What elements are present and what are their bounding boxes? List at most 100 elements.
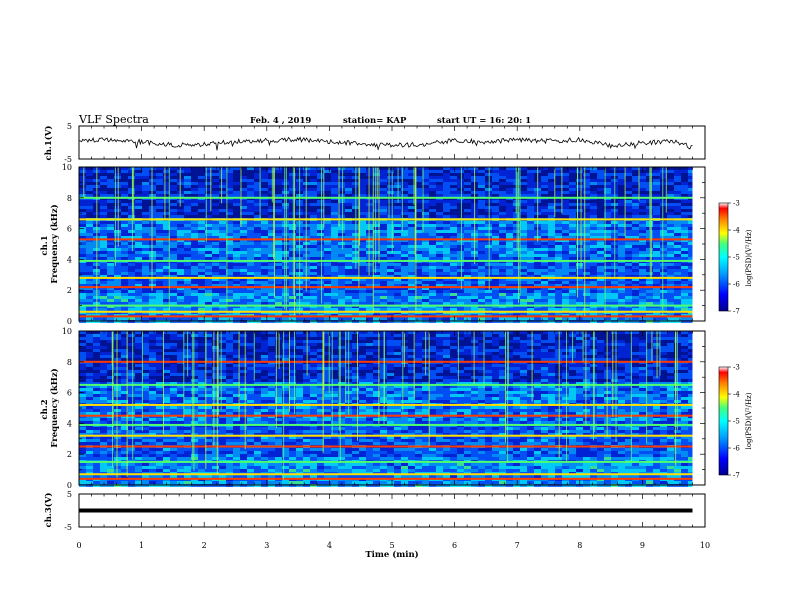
spectrum-cell <box>128 170 135 173</box>
spectrum-cell <box>170 269 177 272</box>
spectrum-cell <box>569 167 576 170</box>
spectrum-cell <box>163 185 170 188</box>
spectrum-cell <box>443 242 450 245</box>
spectrum-cell <box>247 239 254 242</box>
spectrum-cell <box>618 334 625 337</box>
spectrum-cell <box>618 176 625 179</box>
spectrum-cell <box>597 230 604 233</box>
spectrum-cell <box>590 203 597 206</box>
spectrum-cell <box>688 239 693 242</box>
spectrum-cell <box>604 302 611 305</box>
spectrum-cell <box>492 302 499 305</box>
spectrum-cell <box>520 331 527 334</box>
spectrum-cell <box>198 167 205 170</box>
spectrum-cell <box>345 254 352 257</box>
spectrum-cell <box>625 233 632 236</box>
spectrum-cell <box>387 317 394 320</box>
spectrum-cell <box>184 257 191 260</box>
spectrum-cell <box>422 176 429 179</box>
spectrum-cell <box>86 272 93 275</box>
spectrum-cell <box>310 227 317 230</box>
spectrum-cell <box>478 334 485 337</box>
spectrum-cell <box>121 275 128 278</box>
spectrum-cell <box>387 296 394 299</box>
spectrum-cell <box>114 317 121 320</box>
spectrum-cell <box>548 290 555 293</box>
spectrum-cell <box>443 173 450 176</box>
spectrum-cell <box>233 224 240 227</box>
spectrum-cell <box>100 242 107 245</box>
spectrum-cell <box>331 230 338 233</box>
spectrum-cell <box>163 188 170 191</box>
spectrum-cell <box>289 212 296 215</box>
spectrum-cell <box>534 248 541 251</box>
spectrum-cell <box>205 278 212 281</box>
spectrum-cell <box>450 266 457 269</box>
spectrum-cell <box>597 236 604 239</box>
spectrum-cell <box>394 194 401 197</box>
spectrum-cell <box>681 194 688 197</box>
spectrum-cell <box>443 251 450 254</box>
spectrum-cell <box>247 221 254 224</box>
spectrum-cell <box>289 224 296 227</box>
spectrum-cell <box>198 212 205 215</box>
spectrum-cell <box>345 242 352 245</box>
spectrum-cell <box>674 317 681 320</box>
spectrum-cell <box>464 224 471 227</box>
spectrum-cell <box>198 275 205 278</box>
spectrum-cell <box>177 287 184 290</box>
spectrum-cell <box>457 272 464 275</box>
spectrum-cell <box>429 269 436 272</box>
spectrum-cell <box>303 334 310 337</box>
spectrum-cell <box>499 236 506 239</box>
spectrum-cell <box>275 293 282 296</box>
spectrum-cell <box>597 296 604 299</box>
spectrum-cell <box>632 284 639 287</box>
spectrum-cell <box>86 236 93 239</box>
spectrum-cell <box>408 212 415 215</box>
spectrum-cell <box>527 239 534 242</box>
spectrum-cell <box>310 287 317 290</box>
spectrum-cell <box>520 212 527 215</box>
spectrum-cell <box>583 287 590 290</box>
spectrum-cell <box>324 263 331 266</box>
spectrum-cell <box>408 167 415 170</box>
spectrum-cell <box>401 224 408 227</box>
spectrum-cell <box>177 281 184 284</box>
spectrum-cell <box>674 281 681 284</box>
spectrum-cell <box>149 331 156 334</box>
ch1-spectrogram-marks <box>79 167 705 323</box>
spectrum-cell <box>457 242 464 245</box>
sferic-streak <box>83 167 85 199</box>
spectrum-cell <box>604 194 611 197</box>
spectrum-cell <box>653 269 660 272</box>
spectrum-cell <box>401 266 408 269</box>
spectrum-cell <box>240 266 247 269</box>
spectrum-cell <box>100 278 107 281</box>
spectrum-cell <box>163 227 170 230</box>
spectrum-cell <box>352 278 359 281</box>
spectrum-cell <box>471 302 478 305</box>
spectrum-cell <box>443 206 450 209</box>
spectrum-cell <box>219 266 226 269</box>
spectrum-cell <box>513 308 520 311</box>
spectrum-cell <box>555 272 562 275</box>
spectrum-cell <box>212 179 219 182</box>
spectrum-cell <box>324 221 331 224</box>
spectrum-cell <box>226 230 233 233</box>
spectrum-cell <box>555 331 562 334</box>
spectrum-cell <box>436 331 443 334</box>
spectrum-cell <box>583 293 590 296</box>
spectrum-cell <box>324 251 331 254</box>
spectrum-cell <box>478 236 485 239</box>
spectrum-cell <box>408 221 415 224</box>
spectrum-cell <box>303 302 310 305</box>
spectrum-cell <box>86 254 93 257</box>
spectrum-cell <box>485 173 492 176</box>
spectrum-cell <box>506 269 513 272</box>
spectrum-cell <box>212 203 219 206</box>
spectrum-cell <box>485 251 492 254</box>
spectrum-cell <box>597 233 604 236</box>
spectrum-cell <box>632 281 639 284</box>
spectrum-cell <box>317 334 324 337</box>
